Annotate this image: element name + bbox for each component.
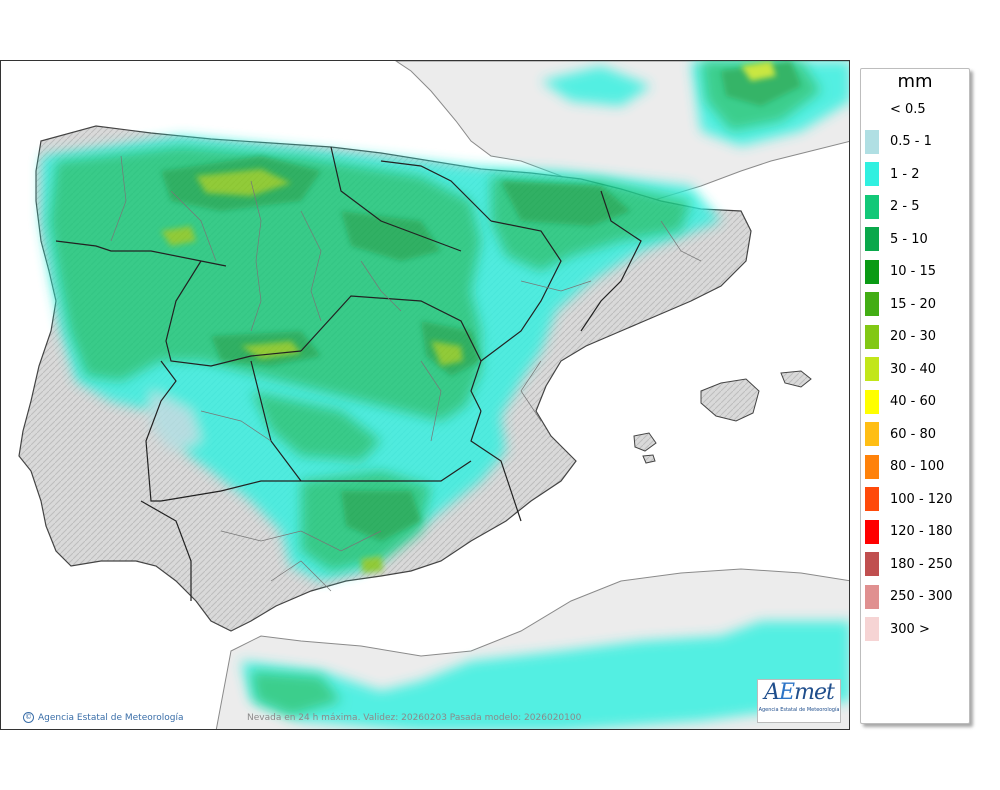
legend-label: 10 - 15 — [890, 264, 937, 279]
legend-swatch — [865, 389, 879, 414]
legend-swatch — [865, 324, 879, 349]
legend-item: 40 - 60 — [865, 389, 937, 414]
legend-swatch — [865, 97, 879, 121]
agency-credit: © Agencia Estatal de Meteorología — [23, 712, 184, 723]
legend-item: 30 - 40 — [865, 357, 936, 381]
aemet-logo: AEmet Agencia Estatal de Meteorología — [757, 679, 841, 723]
legend-item: 10 - 15 — [865, 259, 937, 284]
legend-label: 0.5 - 1 — [890, 134, 932, 149]
legend-item: 120 - 180 — [865, 519, 953, 544]
region-borders — [55, 146, 642, 601]
legend-panel: mm < 0.5 0.5 - 1 1 - 2 2 - 5 5 - 10 10 - 15 15… — [860, 68, 970, 724]
legend-swatch — [865, 292, 879, 316]
legend-label: 120 - 180 — [890, 524, 953, 539]
legend-label: 300 > — [890, 621, 930, 637]
legend-item: 60 - 80 — [865, 422, 936, 446]
legend-label: 5 - 10 — [890, 231, 928, 247]
legend-swatch — [865, 552, 879, 576]
legend-item: 5 - 10 — [865, 227, 928, 251]
legend-label: < 0.5 — [890, 101, 926, 117]
legend-label: 80 - 100 — [890, 459, 945, 474]
legend-swatch — [865, 259, 879, 284]
legend-swatch — [865, 617, 879, 641]
legend-swatch — [865, 454, 879, 479]
legend-label: 250 - 300 — [890, 589, 953, 604]
logo-subtitle: Agencia Estatal de Meteorología — [758, 707, 840, 713]
legend-label: 1 - 2 — [890, 166, 920, 182]
legend-swatch — [865, 487, 879, 511]
legend-item: 180 - 250 — [865, 552, 953, 576]
legend-swatch — [865, 422, 879, 446]
legend-label: 2 - 5 — [890, 199, 920, 214]
legend-label: 15 - 20 — [890, 296, 937, 312]
formentera — [642, 454, 656, 464]
map-canvas — [1, 61, 849, 729]
legend-label: 20 - 30 — [890, 329, 937, 344]
legend-label: 100 - 120 — [890, 491, 953, 507]
credit-text: Agencia Estatal de Meteorología — [38, 712, 184, 723]
menorca — [780, 370, 812, 388]
legend-label: 60 - 80 — [890, 426, 937, 442]
legend-item: 0.5 - 1 — [865, 129, 932, 154]
legend-unit: mm — [897, 71, 933, 92]
province-borders — [110, 155, 702, 592]
legend-item: 15 - 20 — [865, 292, 936, 316]
legend-swatch — [865, 357, 879, 381]
legend-item: 1 - 2 — [865, 162, 920, 186]
legend-swatch — [865, 227, 879, 251]
legend-item: 80 - 100 — [865, 454, 945, 479]
legend-label: 180 - 250 — [890, 556, 953, 572]
legend-swatch — [865, 129, 879, 154]
legend-item: < 0.5 — [865, 97, 926, 121]
legend-swatch — [865, 519, 879, 544]
legend-item: 250 - 300 — [865, 584, 953, 609]
legend-swatch — [865, 194, 879, 219]
legend-item: 2 - 5 — [865, 194, 920, 219]
legend-swatch — [865, 584, 879, 609]
legend-swatch — [865, 162, 879, 186]
snowfall-map: © Agencia Estatal de Meteorología Nevada… — [0, 60, 850, 730]
map-caption: Nevada en 24 h máxima. Validez: 20260203… — [247, 713, 582, 723]
legend-label: 30 - 40 — [890, 361, 937, 377]
legend-item: 300 > — [865, 617, 930, 641]
mallorca — [700, 378, 760, 422]
legend-label: 40 - 60 — [890, 394, 937, 409]
legend-item: 100 - 120 — [865, 487, 953, 511]
logo-wordmark: AEmet — [764, 680, 835, 705]
ibiza — [633, 432, 657, 452]
legend-item: 20 - 30 — [865, 324, 937, 349]
copyright-icon: © — [23, 712, 34, 723]
